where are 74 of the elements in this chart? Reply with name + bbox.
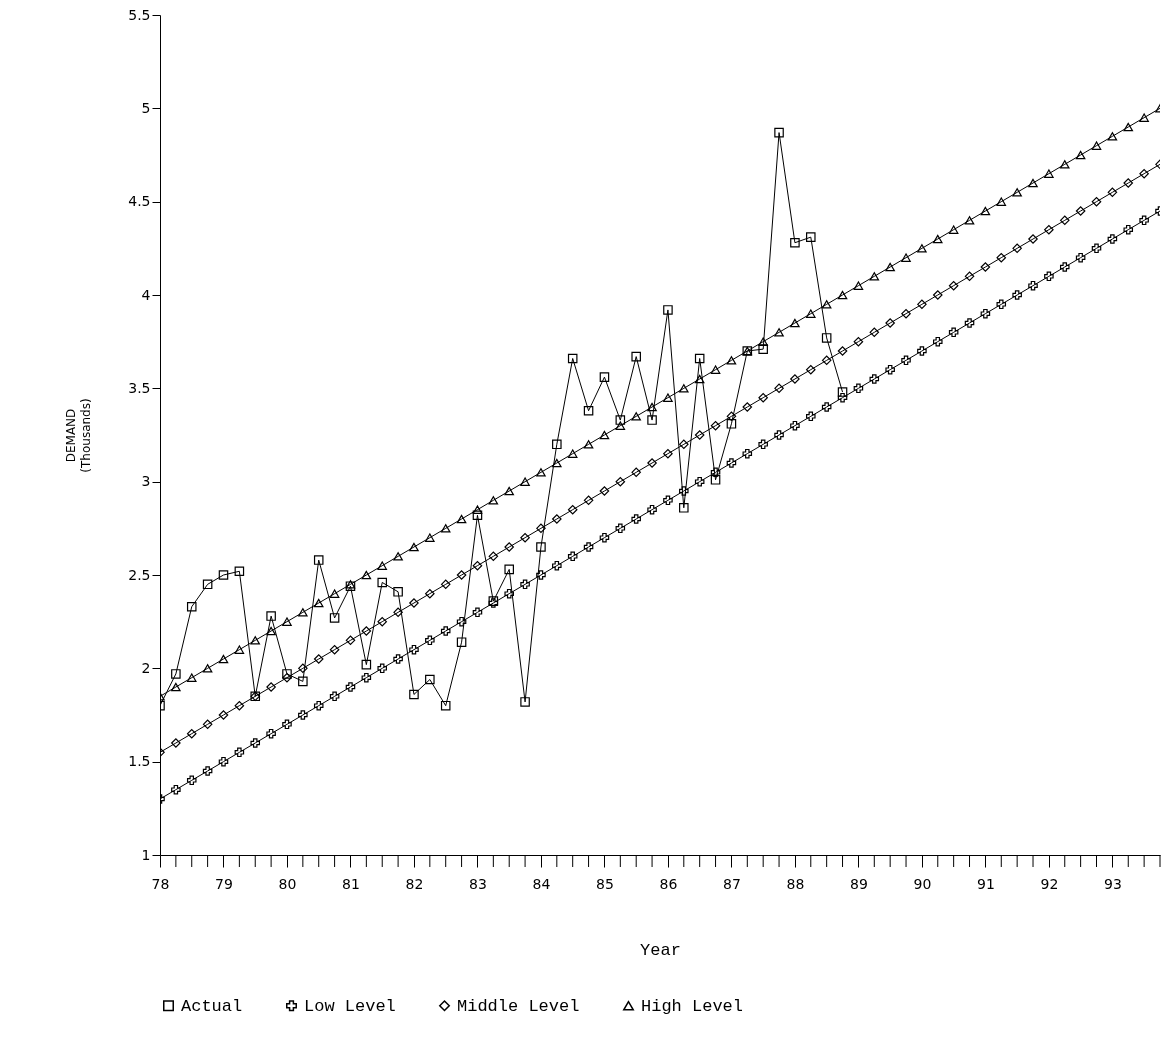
point	[631, 351, 641, 362]
y-tick-label: 2.5	[128, 566, 151, 583]
point	[504, 564, 514, 575]
x-tick-label: 83	[469, 875, 487, 892]
y-tick-label: 3.5	[128, 379, 151, 396]
point	[647, 415, 657, 425]
point	[250, 691, 261, 702]
point	[837, 387, 848, 397]
point	[345, 581, 356, 591]
x-tick-label: 78	[151, 875, 170, 892]
x-tick-label: 86	[659, 875, 678, 892]
x-tick-label: 93	[1103, 875, 1122, 892]
legend-label: Actual	[181, 996, 243, 1016]
point	[329, 613, 340, 623]
point	[298, 676, 308, 687]
point	[266, 611, 276, 621]
point	[186, 601, 197, 612]
y-tick-label: 3	[141, 473, 151, 490]
legend-label: High Level	[641, 996, 744, 1016]
x-tick-label: 87	[723, 875, 741, 892]
y-tick-label: 1.5	[128, 753, 151, 770]
point	[234, 566, 245, 577]
point	[393, 587, 403, 597]
x-tick-label: 81	[342, 875, 360, 892]
point	[472, 510, 483, 521]
legend-label: Middle Level	[457, 996, 580, 1016]
point	[742, 346, 753, 356]
point	[710, 475, 721, 485]
point	[409, 689, 419, 700]
point	[202, 579, 213, 590]
point	[425, 674, 435, 685]
point	[583, 405, 594, 416]
point	[440, 700, 451, 711]
point	[790, 237, 800, 248]
point	[552, 439, 562, 450]
point	[615, 415, 626, 425]
point	[679, 503, 689, 513]
point	[774, 127, 784, 138]
point	[377, 577, 388, 588]
point	[758, 344, 768, 354]
x-tick-label: 82	[405, 875, 424, 892]
y-axis-title: DEMAND (Thousands)	[64, 398, 94, 473]
x-tick-label: 79	[215, 875, 233, 892]
x-tick-label: 80	[278, 875, 297, 892]
point	[313, 555, 324, 565]
point	[599, 372, 610, 382]
y-tick-label: 5.5	[128, 6, 151, 23]
point	[567, 353, 578, 364]
x-tick-label: 92	[1040, 875, 1059, 892]
x-tick-label: 88	[786, 875, 805, 892]
point	[520, 697, 530, 707]
x-tick-label: 90	[913, 875, 932, 892]
point	[171, 669, 181, 679]
legend-label: Low Level	[304, 996, 396, 1016]
point	[456, 637, 467, 647]
point	[806, 232, 816, 242]
x-tick-label: 91	[976, 875, 995, 892]
x-axis-title: Year	[640, 940, 681, 960]
point	[282, 669, 292, 679]
point	[488, 596, 499, 606]
point	[218, 570, 229, 580]
x-tick-label: 85	[596, 875, 614, 892]
y-tick-label: 4.5	[128, 193, 151, 210]
point	[663, 305, 673, 315]
y-tick-label: 2	[141, 659, 151, 676]
x-tick-label: 84	[532, 875, 551, 892]
point	[536, 542, 546, 552]
y-tick-label: 4	[141, 286, 151, 303]
point	[821, 333, 832, 343]
y-tick-label: 5	[141, 99, 151, 116]
y-tick-label: 1	[141, 846, 151, 863]
x-tick-label: 89	[850, 875, 868, 892]
point	[694, 353, 705, 364]
point	[361, 659, 372, 670]
